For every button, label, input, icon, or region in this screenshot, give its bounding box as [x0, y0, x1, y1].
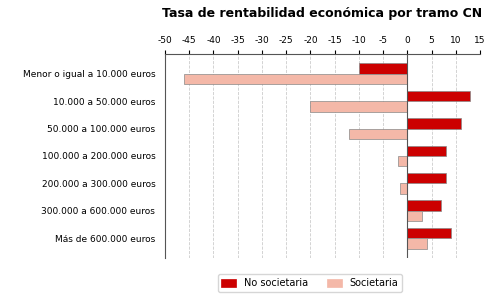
Bar [408, 228, 451, 238]
Bar [408, 91, 470, 101]
Bar [184, 74, 408, 84]
Bar [400, 183, 407, 194]
Legend: No societaria, Societaria: No societaria, Societaria [218, 274, 402, 292]
Bar [310, 101, 408, 112]
Bar [408, 118, 461, 129]
Bar [408, 200, 441, 211]
Bar [398, 156, 407, 166]
Bar [408, 173, 446, 183]
Bar [349, 129, 408, 139]
Title: Tasa de rentabilidad económica por tramo CN: Tasa de rentabilidad económica por tramo… [162, 7, 482, 20]
Bar [408, 211, 422, 221]
Bar [408, 146, 446, 156]
Bar [408, 238, 426, 249]
Bar [359, 63, 408, 74]
